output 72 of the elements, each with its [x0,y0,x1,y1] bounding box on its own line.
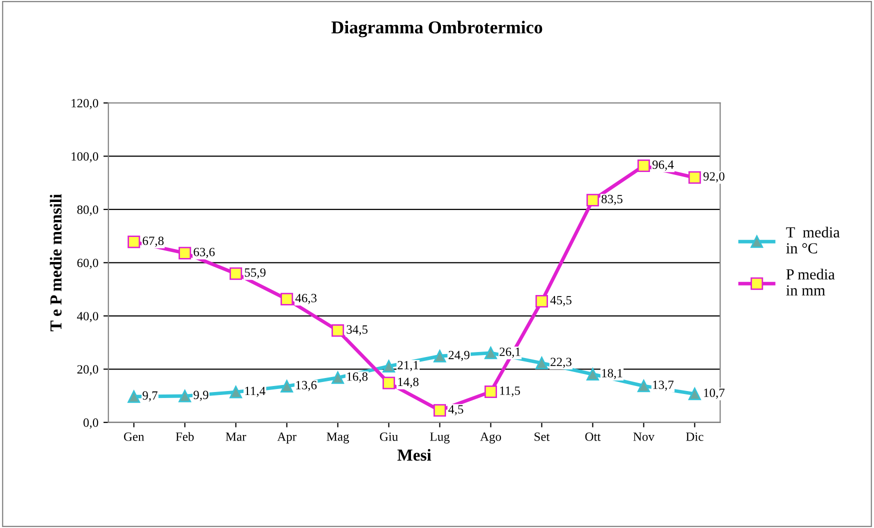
point [434,350,446,362]
legend-label: P media in mm [786,268,835,296]
point [178,246,192,260]
data-label: 14,8 [398,378,419,388]
data-label: 22,3 [550,358,572,368]
point [382,376,396,390]
x-tick-label: Feb [176,432,194,441]
point [637,380,650,392]
point [382,360,396,372]
point [688,171,701,184]
data-label: 63,6 [194,248,215,258]
y-tick-label: 40,0 [77,312,98,322]
point [128,236,140,248]
data-label: 67,8 [142,236,164,247]
y-tick-label: 100,0 [72,152,98,162]
point [230,267,242,280]
chart-title: Diagramma Ombrotermico [331,20,542,38]
data-label: 18,1 [602,368,622,380]
point [280,292,294,306]
point [535,356,548,370]
x-axis-title: Mesi [397,449,432,461]
point [688,388,701,400]
x-tick-label: Lug [430,432,450,444]
point [434,404,446,417]
data-label: 21,1 [398,360,418,372]
data-label: 4,5 [448,405,464,416]
x-tick-label: Dic [686,432,704,441]
point [230,386,242,398]
y-tick-label: 80,0 [77,205,98,216]
y-axis-title: T e P medie mensili [50,194,62,332]
x-tick-label: Apr [277,432,296,444]
y-tick-label: 120,0 [72,98,98,110]
data-label: 11,4 [245,386,266,397]
x-tick-label: Giu [380,432,398,441]
data-label: 9,7 [142,391,158,402]
point [637,160,650,172]
point [280,380,294,392]
point [128,390,140,403]
x-tick-label: Gen [124,432,144,441]
data-label: 55,9 [244,268,266,279]
point [586,368,599,380]
data-label: 13,6 [296,380,317,392]
x-tick-label: Mar [226,432,246,441]
data-label: 13,7 [653,380,674,391]
legend-label: T media in °C [786,226,840,254]
point [484,346,497,360]
x-tick-label: Nov [633,432,654,441]
y-tick-label: 20,0 [77,365,98,376]
data-label: 11,5 [500,386,520,397]
data-label: 92,0 [703,172,724,182]
data-label: 16,8 [347,372,368,383]
data-label: 34,5 [346,325,368,336]
data-label: 96,4 [652,160,674,171]
data-label: 83,5 [602,194,622,206]
data-label: 10,7 [704,388,725,399]
point [332,324,344,337]
x-tick-label: Set [534,432,550,441]
point [535,295,548,308]
data-label: 9,9 [194,390,208,401]
point [332,371,344,384]
x-tick-label: Ott [585,432,601,441]
data-label: 24,9 [448,350,470,362]
data-label: 26,1 [500,348,520,358]
data-label: 45,5 [550,296,572,306]
y-tick-label: 0,0 [84,418,98,429]
x-tick-label: Ago [480,432,502,444]
x-tick-label: Mag [326,432,350,444]
point [586,194,599,206]
point [484,386,497,398]
point [178,390,192,402]
data-label: 46,3 [295,294,317,304]
y-tick-label: 60,0 [77,258,98,269]
